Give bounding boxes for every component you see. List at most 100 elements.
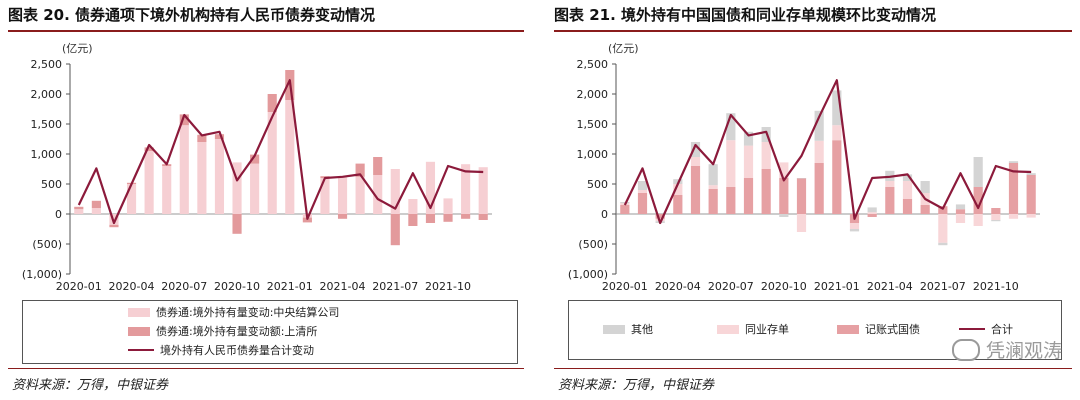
right-ytick-label: (500) <box>578 238 608 251</box>
right-bar-3 <box>1008 161 1019 163</box>
right-bar-3 <box>849 229 860 232</box>
right-xtick-label: 2020-04 <box>655 280 701 292</box>
right-ytick-label: 1,500 <box>577 118 609 131</box>
left-bar-1 <box>408 199 418 214</box>
chart-title-right: 图表 21. 境外持有中国国债和同业存单规模环比变动情况 <box>554 6 937 24</box>
left-xtick-label: 2020-04 <box>109 280 155 292</box>
legend-item-ccdc: 债券通:境外持有量变动:中央结算公司 <box>128 304 339 320</box>
left-bar-2 <box>232 214 242 234</box>
left-bar-2 <box>74 206 84 210</box>
left-ytick-label: 1,500 <box>31 118 63 131</box>
right-bar-2 <box>761 142 771 169</box>
right-bar-1 <box>867 214 877 217</box>
left-bar-2 <box>337 214 348 219</box>
left-ytick-label: 2,000 <box>31 88 63 101</box>
footer-rule-left <box>8 368 524 369</box>
right-bar-1 <box>726 187 736 214</box>
legend-label-total-left: 境外持有人民币债券量合计变动 <box>160 344 314 357</box>
legend-label-shclearing: 债券通:境外持有量变动额:上清所 <box>156 325 318 338</box>
left-ytick-label: 0 <box>55 208 62 221</box>
right-bar-1 <box>991 208 1001 214</box>
right-bar-1 <box>708 188 718 214</box>
left-bar-2 <box>425 214 436 223</box>
right-bar-1 <box>673 194 683 214</box>
legend-item-gov: 记账式国债 <box>837 321 920 337</box>
right-bar-3 <box>832 90 842 126</box>
right-bar-3 <box>726 113 736 141</box>
right-bar-3 <box>796 178 807 179</box>
right-bar-2 <box>885 181 895 187</box>
right-ytick-label: 2,000 <box>577 88 609 101</box>
right-bar-1 <box>761 169 771 214</box>
right-xtick-label: 2021-07 <box>920 280 966 292</box>
legend-item-total-left: 境外持有人民币债券量合计变动 <box>128 342 314 358</box>
left-bar-2 <box>197 134 207 142</box>
watermark: 凭澜观涛 <box>951 336 1062 363</box>
title-rule-left <box>8 30 524 32</box>
right-xtick-label: 2021-04 <box>867 280 913 292</box>
left-bar-1 <box>285 100 295 214</box>
right-xtick-label: 2021-10 <box>973 280 1019 292</box>
left-bar-2 <box>91 200 101 208</box>
left-bar-1 <box>337 177 348 214</box>
right-bar-3 <box>938 242 948 246</box>
right-bar-3 <box>902 174 913 181</box>
right-xtick-label: 2021-01 <box>814 280 860 292</box>
legend-swatch-total-right <box>959 328 985 330</box>
left-bar-1 <box>373 175 383 214</box>
left-bar-1 <box>425 161 436 214</box>
left-ytick-label: (500) <box>32 238 62 251</box>
left-bar-2 <box>408 214 418 226</box>
left-bar-2 <box>355 163 365 177</box>
left-bar-2 <box>443 214 453 222</box>
right-bar-1 <box>655 214 665 219</box>
right-bar-1 <box>973 187 983 214</box>
legend-left: 债券通:境外持有量变动:中央结算公司 债券通:境外持有量变动额:上清所 境外持有… <box>22 300 518 364</box>
source-note-left: 资料来源：万得，中银证券 <box>12 378 169 393</box>
left-bar-1 <box>109 214 119 225</box>
left-bar-1 <box>197 142 207 214</box>
right-bar-1 <box>1008 163 1019 214</box>
legend-item-other: 其他 <box>603 321 653 337</box>
left-bar-2 <box>109 224 119 228</box>
right-bar-2 <box>867 212 877 214</box>
left-ytick-label: 500 <box>41 178 62 191</box>
left-bar-2 <box>461 214 471 219</box>
title-rule-right <box>554 30 1072 32</box>
right-bar-3 <box>637 181 648 190</box>
legend-label-gov: 记账式国债 <box>865 323 920 336</box>
right-bar-1 <box>690 166 701 214</box>
right-bar-3 <box>779 214 789 217</box>
left-ytick-label: 1,000 <box>31 148 63 161</box>
left-bar-1 <box>214 139 225 214</box>
left-bar-1 <box>250 163 260 214</box>
right-bar-3 <box>1026 173 1036 175</box>
right-bar-1 <box>814 163 824 214</box>
right-xtick-label: 2020-01 <box>602 280 648 292</box>
left-bar-1 <box>126 184 137 214</box>
left-bar-1 <box>478 167 488 214</box>
left-bar-2 <box>250 154 260 164</box>
right-bar-1 <box>902 199 913 214</box>
left-bar-1 <box>144 151 154 214</box>
left-bar-1 <box>320 178 330 214</box>
right-bar-2 <box>814 140 824 163</box>
left-xtick-label: 2020-07 <box>161 280 207 292</box>
left-ytick-label: 2,500 <box>31 58 63 71</box>
footer-rule-right <box>554 368 1072 369</box>
left-bar-2 <box>179 114 189 126</box>
right-xtick-label: 2020-10 <box>761 280 807 292</box>
right-bar-2 <box>938 214 948 243</box>
wechat-icon <box>951 338 980 361</box>
left-ytick-label: (1,000) <box>22 268 62 281</box>
right-bar-2 <box>832 125 842 141</box>
left-bar-1 <box>232 162 242 214</box>
legend-label-other: 其他 <box>631 323 653 336</box>
right-bar-2 <box>1026 214 1036 218</box>
right-bar-3 <box>973 157 983 187</box>
right-bar-2 <box>1008 214 1019 219</box>
left-bar-2 <box>373 157 383 175</box>
left-bar-2 <box>214 134 225 139</box>
right-ytick-label: (1,000) <box>568 268 608 281</box>
right-bar-2 <box>973 214 983 226</box>
